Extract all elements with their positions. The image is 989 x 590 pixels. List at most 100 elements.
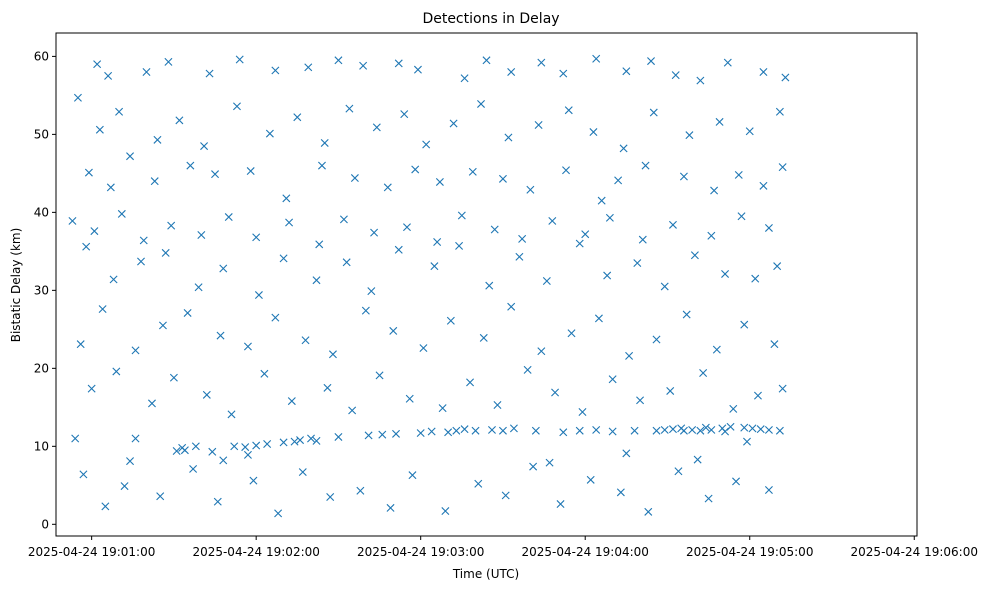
- data-point: [301, 336, 310, 345]
- data-point: [696, 426, 705, 435]
- data-point: [304, 63, 313, 72]
- data-point: [202, 390, 211, 399]
- data-point: [189, 464, 198, 473]
- data-point: [433, 238, 442, 246]
- data-point: [567, 329, 576, 338]
- data-point: [339, 215, 348, 224]
- data-point: [641, 161, 650, 170]
- data-point: [345, 104, 354, 113]
- y-axis-label: Bistatic Delay (km): [9, 228, 23, 343]
- data-point: [359, 61, 368, 70]
- data-point: [394, 59, 403, 68]
- data-point: [205, 69, 214, 78]
- y-axis: 0 10 20 30 40 50 60: [34, 49, 56, 531]
- data-point: [219, 456, 228, 465]
- data-point: [416, 429, 425, 438]
- data-point: [356, 486, 365, 495]
- data-point: [142, 68, 151, 76]
- data-point: [76, 340, 85, 349]
- data-point: [677, 424, 686, 433]
- data-point: [575, 426, 584, 435]
- data-point: [564, 106, 573, 115]
- data-point: [507, 302, 516, 311]
- data-point: [630, 426, 639, 435]
- data-point: [435, 177, 444, 186]
- data-point: [372, 123, 381, 132]
- data-point: [265, 129, 274, 138]
- data-point: [386, 503, 395, 512]
- data-point: [597, 196, 606, 205]
- data-point: [348, 406, 357, 415]
- data-point: [575, 239, 584, 248]
- data-point: [551, 388, 560, 397]
- data-point: [279, 254, 288, 263]
- data-point: [117, 209, 126, 218]
- data-point: [383, 183, 392, 192]
- data-point: [460, 425, 469, 434]
- data-point: [227, 410, 236, 419]
- data-point: [622, 449, 631, 458]
- data-point: [660, 425, 669, 434]
- x-tick-label: 2025-04-24 19:01:00: [28, 545, 155, 559]
- data-point: [183, 308, 192, 317]
- data-point: [778, 384, 787, 393]
- data-point: [139, 236, 148, 245]
- data-point: [666, 386, 675, 395]
- data-point: [147, 399, 156, 408]
- data-point: [721, 427, 730, 436]
- data-point: [400, 110, 409, 119]
- data-point: [460, 74, 469, 83]
- data-point: [509, 424, 518, 433]
- data-point: [679, 172, 688, 181]
- data-point: [729, 404, 738, 413]
- data-point: [740, 423, 749, 432]
- data-point: [169, 373, 178, 382]
- data-point: [191, 442, 200, 451]
- x-axis: 2025-04-24 19:01:00 2025-04-24 19:02:00 20…: [28, 536, 978, 559]
- data-point: [482, 56, 491, 65]
- data-point: [71, 434, 80, 443]
- x-tick-label: 2025-04-24 19:03:00: [357, 545, 484, 559]
- data-point: [710, 186, 719, 195]
- data-point: [764, 486, 773, 494]
- data-point: [419, 344, 428, 353]
- data-point: [515, 252, 524, 261]
- data-point: [430, 262, 439, 271]
- data-point: [444, 428, 453, 437]
- data-point: [671, 71, 680, 80]
- data-point: [106, 183, 115, 192]
- data-point: [126, 152, 135, 161]
- y-tick-label: 10: [34, 439, 49, 453]
- data-point: [498, 426, 507, 435]
- data-point: [531, 426, 540, 435]
- data-point: [219, 264, 228, 273]
- data-point: [753, 391, 762, 400]
- data-point: [413, 65, 422, 74]
- data-point: [674, 467, 683, 476]
- data-point: [79, 470, 88, 479]
- data-point: [293, 113, 302, 122]
- data-point: [592, 54, 601, 63]
- data-point: [614, 176, 623, 185]
- data-point: [175, 116, 184, 125]
- data-point: [592, 425, 601, 434]
- data-point: [770, 340, 779, 349]
- x-tick-label: 2025-04-24 19:06:00: [851, 545, 978, 559]
- data-point: [701, 423, 710, 432]
- data-point: [668, 425, 677, 434]
- data-point: [438, 404, 447, 413]
- data-point: [230, 442, 239, 451]
- data-point: [652, 335, 661, 344]
- data-point: [737, 212, 746, 221]
- data-point: [104, 71, 113, 80]
- data-point: [644, 507, 653, 516]
- data-point: [756, 425, 765, 434]
- data-point: [578, 408, 587, 416]
- data-point: [556, 500, 565, 509]
- data-point: [704, 494, 713, 503]
- data-point: [290, 437, 299, 446]
- data-point: [690, 251, 699, 260]
- data-point: [405, 394, 414, 403]
- data-point: [479, 333, 488, 342]
